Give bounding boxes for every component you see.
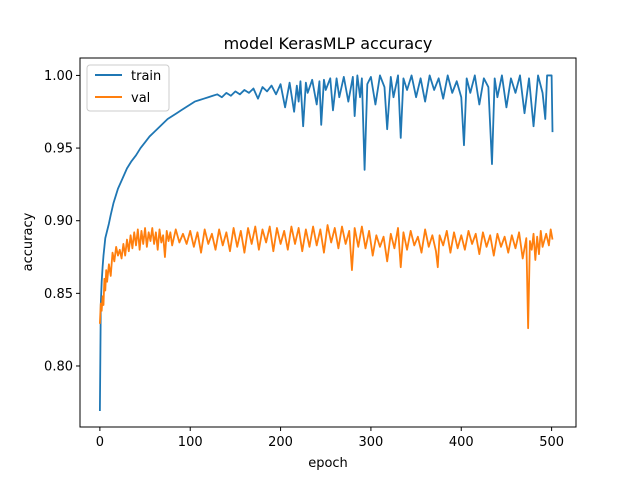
y-axis-label: accuracy xyxy=(21,212,36,271)
series-line-train xyxy=(98,74,554,412)
legend: train val xyxy=(86,64,170,112)
x-axis-label: epoch xyxy=(308,456,348,471)
legend-label-val: val xyxy=(131,91,150,106)
x-tick-label: 500 xyxy=(539,435,564,450)
x-tick-label: 400 xyxy=(449,435,474,450)
y-tick-label: 0.85 xyxy=(44,287,73,302)
x-tick-label: 0 xyxy=(96,435,104,450)
x-tick-label: 200 xyxy=(268,435,293,450)
chart-title: model KerasMLP accuracy xyxy=(224,34,433,53)
plot-area xyxy=(98,74,554,412)
axes-frame xyxy=(79,57,577,428)
legend-box xyxy=(86,64,170,112)
x-axis-ticks: 0 100 200 300 400 500 xyxy=(96,427,564,450)
y-tick-label: 0.90 xyxy=(44,214,73,229)
y-tick-label: 0.95 xyxy=(44,142,73,157)
y-tick-label: 1.00 xyxy=(44,69,73,84)
y-tick-label: 0.80 xyxy=(44,359,73,374)
x-tick-label: 100 xyxy=(178,435,203,450)
x-tick-label: 300 xyxy=(359,435,384,450)
legend-label-train: train xyxy=(131,69,161,84)
series-line-val xyxy=(98,224,554,330)
y-axis-ticks: 0.80 0.85 0.90 0.95 1.00 xyxy=(44,69,80,374)
